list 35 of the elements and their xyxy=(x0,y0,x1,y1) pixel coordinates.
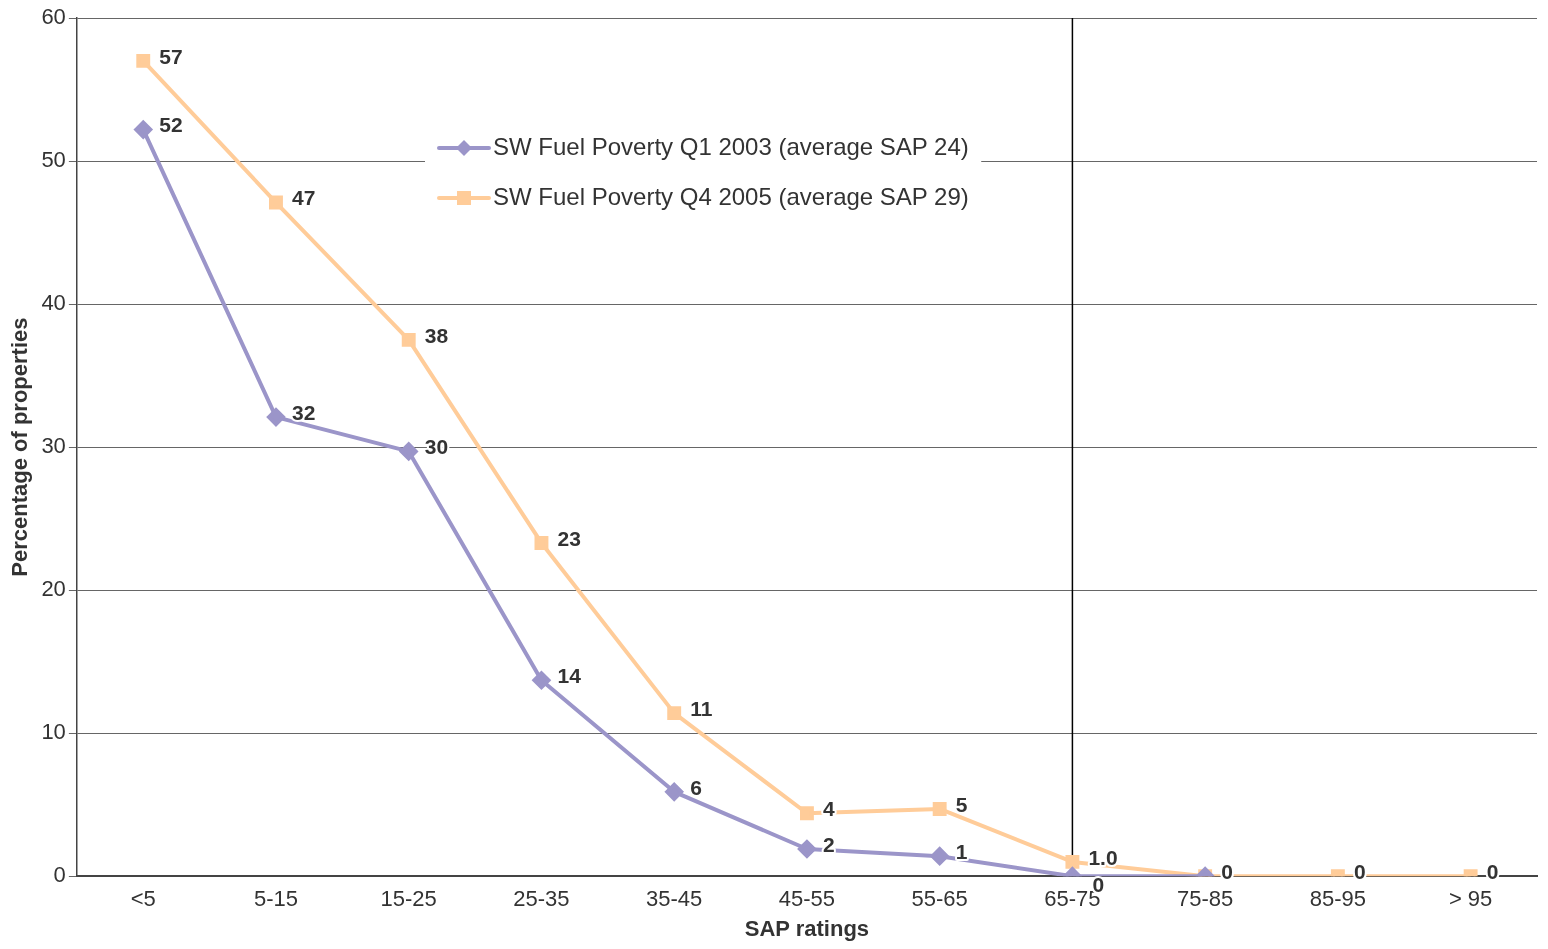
data-label: 32 xyxy=(291,400,316,424)
data-label: 4 xyxy=(822,797,835,821)
x-tick-label: 85-95 xyxy=(1309,886,1367,912)
y-tick-label: 20 xyxy=(41,576,66,602)
data-label: 2 xyxy=(822,832,835,856)
data-label: 38 xyxy=(424,323,449,347)
x-tick-label: 25-35 xyxy=(513,886,570,912)
data-label: 5 xyxy=(955,792,968,816)
y-tick-label: 10 xyxy=(41,719,66,745)
x-tick-label: > 95 xyxy=(1448,886,1493,912)
x-tick-label: 45-55 xyxy=(778,886,836,912)
data-label: 14 xyxy=(557,664,582,688)
y-tick-label: 50 xyxy=(41,147,66,173)
x-axis-title: SAP ratings xyxy=(744,915,870,941)
x-tick-label: 5-15 xyxy=(253,886,298,912)
y-tick-label: 0 xyxy=(53,862,66,888)
data-label: 52 xyxy=(159,113,183,137)
data-label: 1 xyxy=(955,839,968,863)
data-label: 11 xyxy=(690,696,713,720)
x-tick-label: 75-85 xyxy=(1177,886,1234,912)
legend-label: SW Fuel Poverty Q4 2005 (average SAP 29) xyxy=(493,182,969,210)
data-label: 23 xyxy=(557,526,581,550)
y-tick-label: 60 xyxy=(41,4,66,30)
data-label: 57 xyxy=(159,44,183,68)
x-tick-label: <5 xyxy=(130,886,156,912)
y-tick-label: 40 xyxy=(41,290,66,316)
legend-label: SW Fuel Poverty Q1 2003 (average SAP 24) xyxy=(493,132,969,160)
data-label: 6 xyxy=(690,775,702,799)
x-tick-label: 15-25 xyxy=(380,886,437,912)
data-label: 1.0 xyxy=(1088,845,1118,869)
data-label: 47 xyxy=(291,186,316,210)
x-tick-label: 35-45 xyxy=(646,886,703,912)
x-tick-label: 55-65 xyxy=(911,886,968,912)
y-tick-label: 30 xyxy=(41,433,66,459)
y-axis-title: Percentage of properties xyxy=(7,317,33,577)
